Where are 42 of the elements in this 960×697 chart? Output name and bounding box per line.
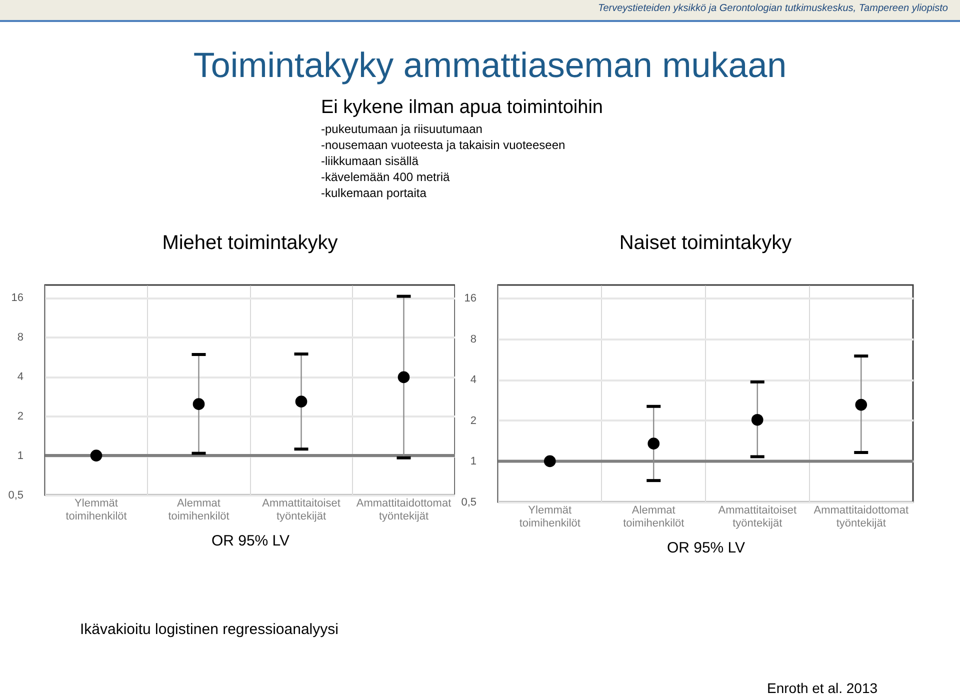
- x-tick-label: Ammattitaitoiset työntekijät: [262, 498, 340, 522]
- text: -kulkemaan portaita: [321, 186, 426, 200]
- x-tick-label: Ammattitaidottomat työntekijät: [356, 498, 452, 522]
- y-tick-label: 2: [470, 414, 476, 427]
- x-axis-title: OR 95% LV: [666, 540, 746, 556]
- text: Ikävakioitu logistinen regressioanalyysi: [80, 621, 338, 638]
- text: -liikkumaan sisällä: [321, 154, 418, 168]
- point: [398, 371, 410, 384]
- text: -pukeutumaan ja riisuutumaan: [321, 122, 482, 136]
- y-tick-label: 1: [17, 450, 24, 462]
- chart-title: Naiset toimintakyky: [619, 232, 792, 254]
- point: [90, 450, 102, 462]
- point: [648, 438, 660, 450]
- point: [544, 455, 556, 468]
- y-tick-label: 8: [470, 333, 476, 346]
- text: -kävelemään 400 metriä: [321, 170, 450, 184]
- y-tick-label: 4: [17, 371, 24, 384]
- chart-title: Miehet toimintakyky: [162, 232, 338, 254]
- x-tick-label: Ylemmät toimihenkilöt: [66, 498, 127, 522]
- x-tick-label: Ammattitaitoiset työntekijät: [718, 504, 796, 530]
- y-tick-label: 2: [17, 410, 24, 423]
- text: -nousemaan vuoteesta ja takaisin vuoteeseen: [321, 138, 566, 152]
- text: Ei kykene ilman apua toimintoihin: [321, 97, 603, 119]
- point: [855, 398, 868, 411]
- point: [751, 414, 764, 426]
- x-tick-label: Ylemmät toimihenkilöt: [519, 504, 580, 530]
- x-axis-title: OR 95% LV: [211, 532, 290, 550]
- y-tick-label: 16: [464, 292, 476, 305]
- text: Terveystieteiden yksikkö ja Gerontologian tutkimuskeskus, Tampereen yliopisto: [598, 3, 948, 14]
- x-tick-label: Alemmat toimihenkilöt: [168, 498, 230, 522]
- y-tick-label: 4: [470, 374, 476, 386]
- y-tick-label: 8: [17, 332, 24, 344]
- text: Enroth et al. 2013: [767, 680, 878, 696]
- y-tick-label: 0,5: [461, 496, 476, 508]
- x-tick-label: Ammattitaidottomat työntekijät: [814, 504, 909, 530]
- y-tick-label: 1: [470, 456, 476, 468]
- y-tick-label: 0,5: [8, 490, 24, 502]
- point: [192, 398, 205, 410]
- x-tick-label: Alemmat toimihenkilöt: [623, 504, 684, 530]
- text: Toimintakyky ammattiaseman mukaan: [192, 46, 788, 86]
- point: [295, 396, 308, 408]
- y-tick-label: 16: [11, 292, 24, 304]
